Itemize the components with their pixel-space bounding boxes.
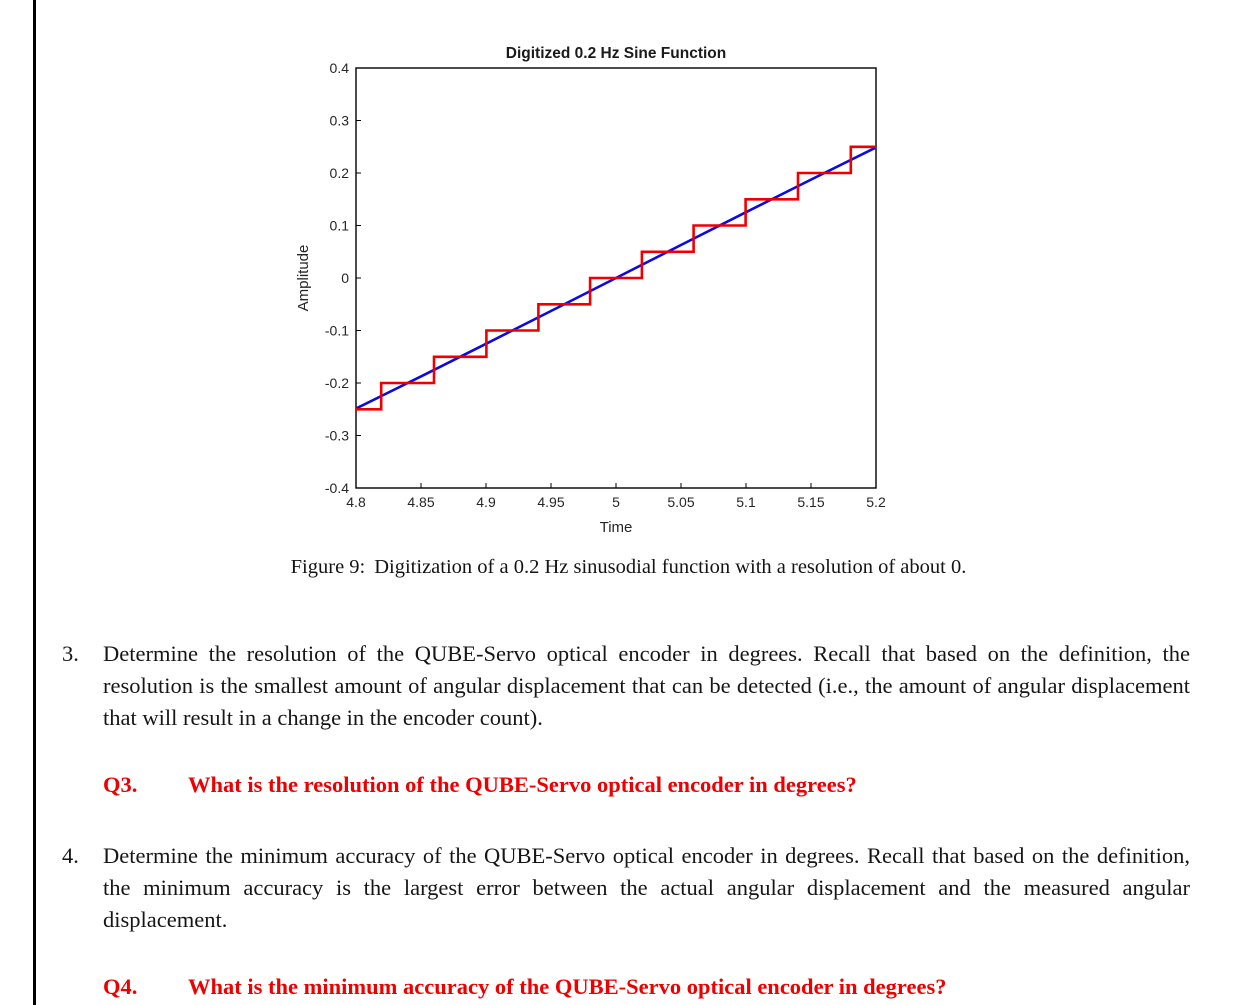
x-tick-label: 4.8: [346, 494, 366, 510]
item-4-number: 4.: [62, 843, 79, 868]
chart-title: Digitized 0.2 Hz Sine Function: [506, 45, 726, 62]
item-4-text: Determine the minimum accuracy of the QU…: [103, 843, 1190, 932]
x-tick-label: 5.05: [667, 494, 694, 510]
item-3-text: Determine the resolution of the QUBE-Ser…: [103, 641, 1190, 730]
q4-label: Q4.: [103, 974, 138, 999]
figure-caption: Figure 9: Digitization of a 0.2 Hz sinuso…: [0, 556, 1257, 579]
x-tick-label: 5: [612, 494, 620, 510]
figure-9: 4.8 4.85 4.9 4.95 5 5.05 5.1 5.15 5.2 -0.4 -0.3 -0.…: [0, 45, 1257, 579]
question-q4: Q4. What is the minimum accuracy of the Q…: [103, 972, 1190, 1002]
list-item-4: 4. Determine the minimum accuracy of the…: [62, 840, 1190, 936]
figure-caption-label: Figure 9:: [290, 556, 366, 578]
figure-caption-text: Digitization of a 0.2 Hz sinusodial func…: [374, 556, 967, 578]
y-tick-label: -0.2: [325, 375, 349, 391]
y-tick-label: -0.3: [325, 428, 349, 444]
q3-label: Q3.: [103, 772, 138, 797]
y-tick-label: 0.1: [330, 218, 350, 234]
x-axis-label: Time: [600, 519, 633, 536]
x-tick-label: 4.85: [407, 494, 434, 510]
list-item-3: 3. Determine the resolution of the QUBE-…: [62, 638, 1190, 734]
q3-text: What is the resolution of the QUBE-Servo…: [188, 772, 857, 797]
y-tick-label: -0.1: [325, 323, 349, 339]
item-3-number: 3.: [62, 641, 79, 666]
y-tick-label: 0.4: [330, 60, 350, 76]
y-tick-label: 0.3: [330, 113, 350, 129]
x-tick-label: 4.95: [537, 494, 564, 510]
x-tick-label: 5.2: [866, 494, 886, 510]
y-tick-label: 0: [341, 270, 349, 286]
x-tick-label: 4.9: [476, 494, 496, 510]
x-tick-label: 5.1: [736, 494, 756, 510]
y-tick-label: -0.4: [325, 480, 349, 496]
sine-digitization-chart: 4.8 4.85 4.9 4.95 5 5.05 5.1 5.15 5.2 -0.4 -0.3 -0.…: [295, 45, 886, 536]
y-axis-label: Amplitude: [295, 245, 312, 312]
question-q3: Q3. What is the resolution of the QUBE-Se…: [103, 770, 1190, 800]
x-tick-label: 5.15: [797, 494, 824, 510]
digitized-staircase-line: [356, 145, 876, 411]
q4-text: What is the minimum accuracy of the QUBE…: [188, 974, 947, 999]
page-left-edge-line: [33, 0, 36, 1005]
y-tick-label: 0.2: [330, 165, 350, 181]
